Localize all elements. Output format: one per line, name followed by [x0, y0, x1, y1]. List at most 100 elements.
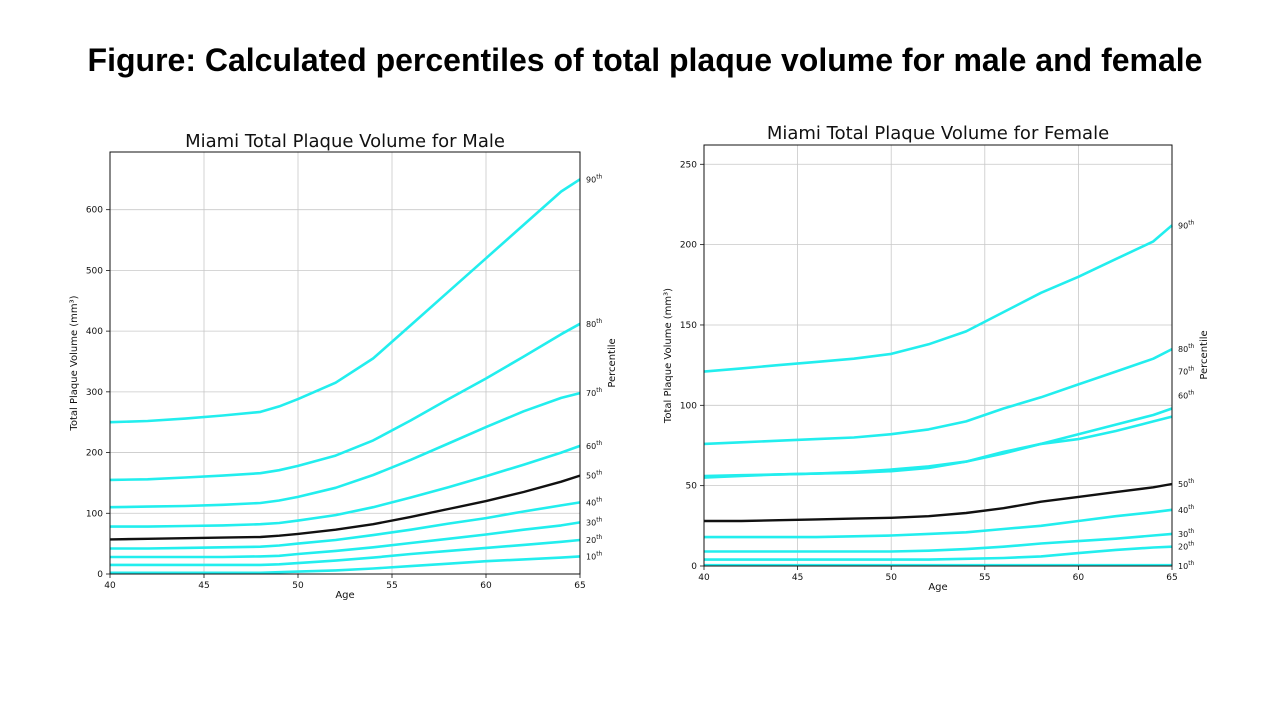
- percentile-number: 80: [1178, 345, 1188, 354]
- percentile-suffix: th: [1188, 390, 1194, 397]
- percentile-number: 20: [1178, 543, 1188, 552]
- percentile-suffix: th: [596, 470, 602, 477]
- male-line-60th: [110, 444, 581, 528]
- percentile-number: 50: [1178, 480, 1188, 489]
- male-percentile-label-60th: 60th: [586, 440, 603, 451]
- female-line-50th: [704, 482, 1173, 523]
- percentile-number: 30: [1178, 530, 1188, 539]
- percentile-number: 60: [1178, 392, 1188, 401]
- y-tick-label: 250: [680, 160, 697, 170]
- x-tick-label: 60: [480, 581, 492, 591]
- male-line-70th: [109, 391, 581, 509]
- female-line-30th: [704, 532, 1173, 553]
- male-percentile-label-50th: 50th: [586, 470, 603, 481]
- percentile-suffix: th: [1188, 560, 1194, 567]
- percentile-suffix: th: [1188, 366, 1194, 373]
- female-plot-frame: [703, 144, 1173, 567]
- female-line-70th: [703, 415, 1173, 478]
- male-line-40th: [110, 501, 581, 550]
- male-line-50th: [109, 474, 581, 541]
- percentile-suffix: th: [596, 387, 602, 394]
- male-percentile-axis-label: Percentile: [607, 338, 618, 387]
- female-line-40th: [704, 508, 1173, 539]
- male-x-axis-label: Age: [335, 590, 354, 601]
- male-percentile-label-30th: 30th: [586, 516, 603, 527]
- male-percentile-label-20th: 20th: [586, 534, 603, 545]
- x-tick-label: 40: [104, 581, 116, 591]
- x-tick-label: 65: [1166, 573, 1177, 583]
- female-x-axis-label: Age: [928, 582, 947, 593]
- female-percentile-label-50th: 50th: [1178, 478, 1195, 489]
- female-line-20th: [704, 545, 1173, 561]
- male-percentile-label-70th: 70th: [586, 387, 603, 398]
- male-line-20th: [110, 538, 581, 567]
- percentile-suffix: th: [596, 550, 602, 557]
- y-tick-label: 0: [97, 570, 103, 580]
- percentile-number: 70: [1178, 368, 1188, 377]
- percentile-suffix: th: [1188, 343, 1194, 350]
- x-tick-label: 50: [885, 573, 897, 583]
- y-tick-label: 0: [691, 562, 697, 572]
- percentile-suffix: th: [596, 496, 602, 503]
- percentile-suffix: th: [596, 173, 602, 180]
- percentile-number: 90: [1178, 221, 1188, 230]
- female-percentile-axis-label: Percentile: [1199, 330, 1210, 379]
- percentile-suffix: th: [1188, 541, 1194, 548]
- male-percentile-label-40th: 40th: [586, 496, 603, 507]
- male-percentile-label-90th: 90th: [586, 173, 603, 184]
- percentile-suffix: th: [1188, 528, 1194, 535]
- y-tick-label: 400: [86, 327, 103, 337]
- percentile-suffix: th: [596, 318, 602, 325]
- percentile-suffix: th: [1188, 504, 1194, 511]
- x-tick-label: 45: [792, 573, 803, 583]
- female-percentile-label-60th: 60th: [1178, 390, 1195, 401]
- percentile-suffix: th: [596, 516, 602, 523]
- x-tick-label: 55: [386, 581, 397, 591]
- x-tick-label: 45: [198, 581, 209, 591]
- female-percentile-label-10th: 10th: [1178, 560, 1195, 571]
- percentile-number: 90: [586, 175, 596, 184]
- slide-title: Figure: Calculated percentiles of total …: [87, 42, 1203, 78]
- percentile-suffix: th: [1188, 219, 1194, 226]
- percentile-number: 40: [586, 498, 596, 507]
- y-tick-label: 600: [86, 206, 103, 216]
- y-tick-label: 500: [86, 266, 103, 276]
- female-line-90th: [703, 224, 1173, 373]
- percentile-suffix: th: [596, 534, 602, 541]
- female-percentile-label-90th: 90th: [1178, 219, 1195, 230]
- percentile-number: 20: [586, 536, 596, 545]
- percentile-number: 70: [586, 389, 596, 398]
- percentile-number: 30: [586, 518, 596, 527]
- y-tick-label: 200: [680, 241, 697, 251]
- female-percentile-label-30th: 30th: [1178, 528, 1195, 539]
- x-tick-label: 60: [1073, 573, 1085, 583]
- male-y-axis-label: Total Plaque Volume (mm³): [69, 295, 80, 431]
- female-percentile-label-70th: 70th: [1178, 366, 1195, 377]
- male-line-30th: [110, 521, 581, 559]
- percentile-suffix: th: [1188, 478, 1194, 485]
- female-grid: [703, 145, 1173, 567]
- percentile-number: 10: [586, 552, 596, 561]
- x-tick-label: 55: [979, 573, 990, 583]
- male-line-90th: [109, 178, 581, 424]
- male-plot-frame: [109, 151, 581, 575]
- female-percentile-label-80th: 80th: [1178, 343, 1195, 354]
- percentile-number: 10: [1178, 562, 1188, 571]
- male-chart-title: Miami Total Plaque Volume for Male: [185, 131, 505, 152]
- percentile-number: 80: [586, 320, 596, 329]
- male-line-80th: [109, 322, 581, 482]
- male-line-10th: [110, 555, 581, 575]
- x-tick-label: 50: [292, 581, 304, 591]
- male-percentile-label-10th: 10th: [586, 550, 603, 561]
- percentile-number: 60: [586, 442, 596, 451]
- female-line-80th: [703, 347, 1173, 446]
- female-percentile-label-40th: 40th: [1178, 504, 1195, 515]
- male-percentile-label-80th: 80th: [586, 318, 603, 329]
- percentile-number: 40: [1178, 506, 1188, 515]
- x-tick-label: 65: [574, 581, 585, 591]
- y-tick-label: 200: [86, 449, 103, 459]
- female-y-axis-label: Total Plaque Volume (mm³): [663, 288, 674, 424]
- y-tick-label: 50: [686, 482, 698, 492]
- y-tick-label: 150: [680, 321, 697, 331]
